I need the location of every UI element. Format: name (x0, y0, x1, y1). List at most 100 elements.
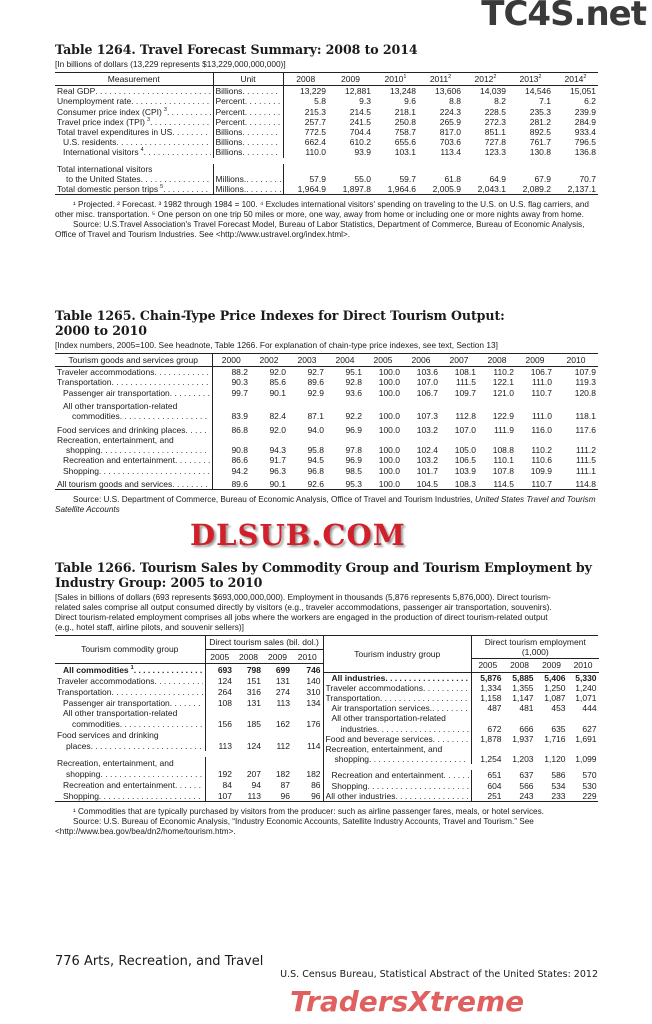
value-cell: 1,716 (544, 733, 566, 744)
dot-leader (95, 86, 210, 96)
row-label-text: All commodities (63, 664, 129, 675)
watermark-tc4s-logo: TC4S.net (481, 0, 647, 34)
column-header: 2003 (288, 353, 326, 368)
footnote-marker: 2 (538, 74, 542, 80)
dot-leader (99, 466, 210, 476)
value-cell: 114 (306, 741, 321, 752)
row-label-text: shopping (66, 445, 101, 456)
table-row-heading: Recreation, entertainment, and (55, 435, 598, 446)
dot-leader (120, 411, 210, 421)
value-cell: 100.0 (378, 367, 400, 378)
value-cell: 124 (246, 741, 261, 752)
column-header: 2008 (478, 353, 516, 368)
row-label: Traveler accommodations (323, 682, 473, 694)
value-cell: 114.8 (575, 479, 596, 490)
row-label-text: Shopping (63, 465, 99, 476)
footnote-marker: 1 (403, 74, 407, 80)
row-label-text: Real GDP (57, 86, 96, 97)
row-label-text: Recreation, entertainment, and (57, 435, 174, 446)
value-cell: 83.9 (231, 410, 248, 421)
value-cell: 113.4 (440, 147, 461, 158)
table-footnotes: ¹ Projected. ² Forecast. ³ 1982 through … (55, 200, 598, 240)
value-cell: 116.0 (531, 424, 552, 435)
value-cell: 746 (306, 664, 321, 675)
value-cell: 82.4 (269, 410, 286, 421)
value-cell: 2,043.1 (477, 184, 506, 195)
value-cell: 1,937 (512, 733, 534, 744)
row-label-text: Total international visitors (57, 163, 153, 174)
value-cell: 124 (217, 675, 232, 686)
value-cell: 1,147 (512, 693, 534, 704)
header-row: Tourism industry group Direct tourism emp… (323, 636, 599, 673)
dot-leader (163, 184, 210, 194)
value-cell: 8.8 (449, 96, 461, 107)
value-cell: 264 (217, 686, 232, 697)
value-cell: 487 (487, 703, 502, 714)
dot-leader (433, 734, 469, 744)
value-cell: 651 (487, 770, 502, 781)
dot-leader (246, 174, 280, 184)
value-cell: 57.9 (309, 173, 326, 184)
value-cell: 108 (217, 697, 232, 708)
column-header: Measurement (55, 72, 214, 87)
value-cell: 235.3 (529, 106, 551, 117)
row-label: Air transportation services. (323, 703, 473, 714)
row-label-text: Shopping (331, 780, 368, 791)
table-row: Recreation and entertainment 84 94 87 86 (55, 779, 323, 790)
table-row-heading: Recreation, entertainment, and (55, 757, 323, 769)
unit-cell: Billions (213, 147, 284, 158)
row-label-text: shopping (334, 754, 370, 765)
value-cell: 91.7 (269, 455, 286, 466)
value-cell: 108.8 (492, 445, 514, 456)
dot-leader (175, 780, 203, 790)
table-1265: Table 1265. Chain-Type Price Indexes for… (55, 308, 598, 515)
value-cell: 107.0 (454, 424, 476, 435)
value-cell: 1,964.9 (297, 184, 326, 195)
value-cell: 100.0 (378, 465, 400, 476)
value-cell: 284.9 (574, 116, 596, 127)
row-label-text: Traveler accommodations (57, 675, 155, 686)
table-row: commodities 156 185 162 176 (55, 718, 323, 730)
value-cell: 93.6 (345, 387, 362, 398)
dot-leader (154, 676, 202, 686)
row-label: commodities (55, 718, 206, 730)
table-row: Food and beverage services 1,878 1,937 1,71… (323, 733, 599, 745)
value-cell: 272.3 (484, 116, 506, 127)
value-cell: 96.9 (345, 424, 362, 435)
row-label-text: Air transportation services. (331, 703, 433, 714)
travel-forecast-table: Measurement Unit 2008 2009 20101 20112 20122 20… (55, 72, 598, 196)
value-cell: 566 (519, 780, 534, 791)
value-cell: 112 (276, 741, 290, 752)
dot-leader (245, 96, 281, 106)
row-label-text: Transportation (57, 377, 112, 388)
year-header: 2010 (567, 658, 599, 673)
value-cell: 239.9 (574, 106, 596, 117)
value-cell: 87.1 (307, 410, 324, 421)
value-cell: 796.5 (574, 137, 596, 148)
footnote-marker: 3 (163, 106, 167, 113)
value-cell: 97.8 (345, 445, 362, 456)
year-header: 2008 (234, 649, 263, 665)
row-label-text: Recreation, entertainment, and (325, 744, 443, 755)
row-label: Recreation and entertainment (323, 770, 473, 781)
value-cell: 107.9 (574, 367, 596, 378)
value-cell: 1,158 (480, 693, 502, 704)
value-cell: 107.0 (416, 377, 438, 388)
value-cell: 92.0 (269, 424, 286, 435)
unit-cell: Billions (213, 127, 284, 138)
value-cell: 2,137.1 (567, 184, 596, 195)
table-row: International visitors4Billions110.093.9… (55, 147, 598, 158)
table-row: shopping 1,254 1,203 1,120 1,099 (323, 754, 599, 765)
value-cell: 111.5 (455, 377, 476, 388)
value-cell: 100.0 (378, 479, 400, 490)
value-cell: 1,254 (480, 754, 502, 765)
value-cell: 534 (551, 780, 566, 791)
table-row: commodities 83.9 82.4 87.1 92.2 100.0 107.3 112… (55, 410, 598, 422)
table-row: to the United States Millions. 57.9 55.0 59.… (55, 173, 598, 185)
value-cell: 110.1 (493, 455, 514, 466)
dot-leader (432, 703, 469, 713)
value-cell: 102.4 (416, 445, 438, 456)
unit-cell: Percent (213, 96, 284, 107)
table-row: Total travel expenditures in US Billions 7… (55, 127, 598, 138)
span-column-header: Direct tourism sales (bil. dol.) (205, 636, 324, 651)
